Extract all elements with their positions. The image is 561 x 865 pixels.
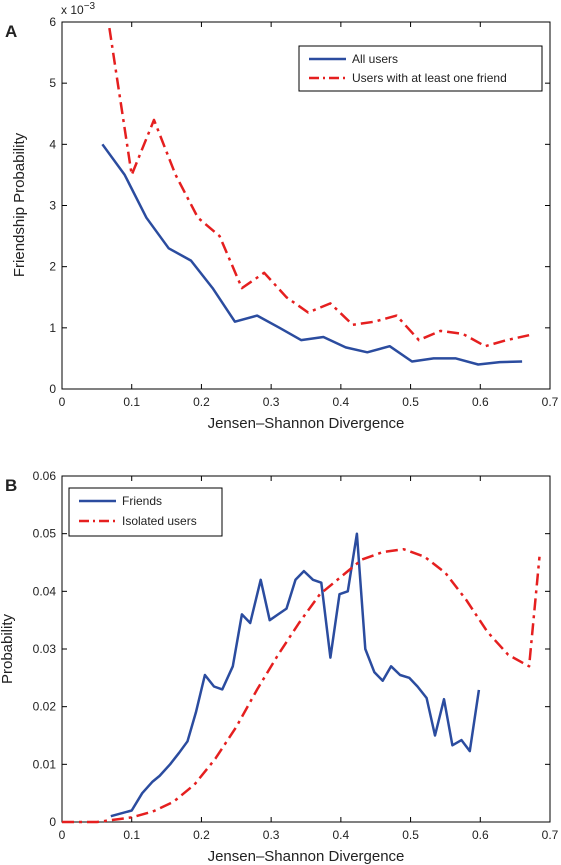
panel-a-legend: All users Users with at least one friend xyxy=(298,45,543,92)
panel-a-y-tick-label: 5 xyxy=(49,76,56,90)
panel-b-x-axis-label: Jensen–Shannon Divergence xyxy=(208,848,405,865)
panel-a-y-tick-label: 6 xyxy=(49,15,56,29)
panel-b-series-friends xyxy=(110,532,481,818)
panel-a-x-axis-label: Jensen–Shannon Divergence xyxy=(208,415,405,432)
panel-b-letter: B xyxy=(5,476,17,495)
panel-b-y-tick-label: 0.01 xyxy=(33,757,57,771)
panel-a-series-all-users xyxy=(101,143,523,366)
panel-b-x-tick-label: 0 xyxy=(59,828,66,842)
panel-b-y-tick-label: 0.03 xyxy=(33,642,57,656)
panel-a-y-tick-label: 0 xyxy=(49,382,56,396)
panel-b-y-tick-label: 0.06 xyxy=(33,469,57,483)
panel-a-y-tick-label: 3 xyxy=(49,199,56,213)
panel-a-legend-label-users-with-friend: Users with at least one friend xyxy=(352,71,507,85)
panel-a-chart: A 0 0.1 0.2 0.3 0.4 0.5 0.6 0.7 0 1 2 3 4 5 6 Jensen–S… xyxy=(5,1,559,432)
panel-a-y-axis-label: Friendship Probability xyxy=(11,132,28,277)
panel-a-axes: 0 0.1 0.2 0.3 0.4 0.5 0.6 0.7 0 1 2 3 4 5 6 xyxy=(49,15,558,409)
panel-a-x-tick-label: 0.3 xyxy=(263,395,280,409)
panel-a-letter: A xyxy=(5,22,17,41)
panel-b-x-tick-label: 0.5 xyxy=(402,828,419,842)
panel-a-y-multiplier-exponent: −3 xyxy=(84,1,96,12)
panel-a-legend-box xyxy=(298,45,543,92)
panel-b-y-tick-label: 0.02 xyxy=(33,700,57,714)
panel-a-y-tick-label: 2 xyxy=(49,260,56,274)
panel-a-y-tick-label: 1 xyxy=(49,321,56,335)
panel-a-series-group xyxy=(101,27,530,366)
panel-b-x-tick-label: 0.6 xyxy=(472,828,489,842)
panel-b-x-tick-label: 0.2 xyxy=(193,828,210,842)
panel-b-y-tick-label: 0.05 xyxy=(33,527,57,541)
panel-b-legend-box xyxy=(68,487,223,537)
panel-b-y-tick-label: 0.04 xyxy=(33,584,57,598)
panel-b-y-tick-label: 0 xyxy=(49,815,56,829)
panel-b-chart: B 0 0.1 0.2 0.3 0.4 0.5 0.6 0.7 0 0.01 0.02 0.03 0.0… xyxy=(0,469,559,865)
panel-a-x-tick-label: 0.4 xyxy=(333,395,350,409)
panel-b-x-tick-label: 0.4 xyxy=(333,828,350,842)
panel-b-axes: 0 0.1 0.2 0.3 0.4 0.5 0.6 0.7 0 0.01 0.02 0.03 0.04 0… xyxy=(33,469,559,842)
panel-a-y-multiplier: x 10−3 xyxy=(61,1,96,17)
panel-a-x-tick-label: 0.1 xyxy=(123,395,140,409)
panel-b-series-isolated-users xyxy=(62,547,541,824)
panel-b-legend-label-friends: Friends xyxy=(122,494,162,508)
panel-a-x-tick-label: 0 xyxy=(59,395,66,409)
panel-b-x-tick-label: 0.3 xyxy=(263,828,280,842)
panel-b-series-group xyxy=(62,532,541,824)
panel-a-y-multiplier-base: x 10 xyxy=(61,3,84,17)
panel-a-x-tick-label: 0.2 xyxy=(193,395,210,409)
panel-b-x-tick-label: 0.1 xyxy=(123,828,140,842)
panel-b-x-tick-label: 0.7 xyxy=(542,828,559,842)
panel-a-x-tick-label: 0.5 xyxy=(402,395,419,409)
panel-b-legend-label-isolated-users: Isolated users xyxy=(122,514,197,528)
panel-a-x-tick-label: 0.7 xyxy=(542,395,559,409)
panel-b-y-axis-label: Probability xyxy=(0,613,16,684)
panel-a-y-tick-label: 4 xyxy=(49,137,56,151)
panel-a-legend-label-all-users: All users xyxy=(352,52,398,66)
panel-b-legend: Friends Isolated users xyxy=(68,487,223,537)
panel-a-x-tick-label: 0.6 xyxy=(472,395,489,409)
